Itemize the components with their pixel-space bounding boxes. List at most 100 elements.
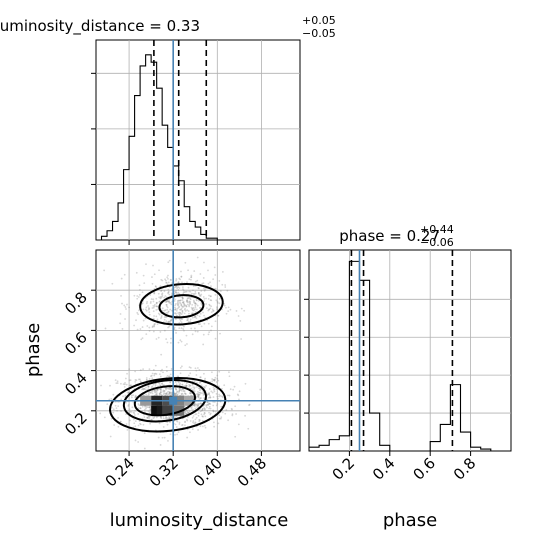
scatter-point bbox=[142, 368, 144, 371]
scatter-point bbox=[143, 408, 146, 411]
scatter-point bbox=[153, 325, 156, 328]
scatter-point bbox=[167, 439, 169, 442]
scatter-point bbox=[167, 274, 169, 277]
scatter-point bbox=[200, 293, 203, 296]
scatter-point bbox=[196, 404, 199, 406]
scatter-point bbox=[150, 298, 153, 300]
scatter-point bbox=[168, 391, 171, 394]
scatter-point bbox=[197, 412, 200, 414]
scatter-point bbox=[210, 295, 212, 298]
scatter-point bbox=[176, 420, 179, 423]
scatter-point bbox=[163, 436, 166, 439]
scatter-point bbox=[141, 302, 144, 305]
scatter-point bbox=[187, 269, 189, 272]
scatter-point bbox=[208, 393, 210, 396]
scatter-point bbox=[194, 407, 197, 410]
scatter-point bbox=[224, 286, 227, 288]
scatter-point bbox=[212, 410, 215, 413]
scatter-point bbox=[235, 310, 238, 312]
scatter-point bbox=[188, 301, 190, 304]
scatter-point bbox=[137, 378, 140, 381]
scatter-point bbox=[178, 318, 181, 321]
scatter-point bbox=[167, 321, 170, 324]
scatter-point bbox=[160, 289, 163, 292]
x-tick-label: 0.32 bbox=[146, 454, 182, 490]
scatter-point bbox=[117, 405, 120, 408]
scatter-point bbox=[198, 403, 201, 405]
scatter-point bbox=[194, 306, 197, 309]
scatter-point bbox=[199, 391, 202, 394]
scatter-point bbox=[205, 307, 208, 310]
scatter-point bbox=[200, 392, 203, 395]
scatter-point bbox=[143, 387, 146, 390]
scatter-point bbox=[138, 420, 141, 423]
scatter-point bbox=[194, 367, 197, 370]
scatter-point bbox=[191, 406, 193, 408]
scatter-point bbox=[138, 293, 141, 296]
scatter-point bbox=[129, 410, 132, 413]
scatter-point bbox=[182, 328, 185, 330]
scatter-point bbox=[135, 379, 138, 382]
scatter-point bbox=[174, 308, 177, 311]
scatter-point bbox=[167, 281, 170, 284]
scatter-point bbox=[174, 392, 177, 395]
scatter-point bbox=[192, 386, 195, 388]
scatter-point bbox=[175, 387, 177, 390]
scatter-point bbox=[195, 413, 198, 415]
scatter-point bbox=[174, 381, 177, 383]
scatter-point bbox=[139, 378, 141, 381]
scatter-point bbox=[158, 393, 161, 396]
scatter-point bbox=[183, 411, 186, 414]
scatter-point bbox=[183, 291, 186, 293]
scatter-point bbox=[194, 413, 197, 416]
scatter-point bbox=[178, 327, 181, 330]
scatter-point bbox=[248, 403, 251, 406]
scatter-point bbox=[197, 395, 200, 398]
scatter-point bbox=[138, 284, 141, 287]
scatter-point bbox=[161, 368, 163, 371]
scatter-point bbox=[178, 387, 181, 390]
scatter-point bbox=[207, 333, 210, 336]
scatter-point bbox=[168, 375, 170, 378]
scatter-point bbox=[109, 384, 111, 387]
scatter-point bbox=[167, 320, 170, 323]
scatter-point bbox=[112, 393, 115, 396]
scatter-point bbox=[104, 327, 107, 330]
scatter-point bbox=[155, 302, 158, 305]
scatter-point bbox=[137, 424, 140, 427]
scatter-point bbox=[208, 294, 210, 297]
scatter-point bbox=[169, 433, 172, 436]
scatter-point bbox=[169, 301, 172, 304]
scatter-point bbox=[178, 313, 181, 316]
scatter-point bbox=[212, 310, 214, 312]
scatter-point bbox=[208, 308, 210, 311]
scatter-point bbox=[154, 372, 157, 375]
scatter-point bbox=[208, 402, 211, 405]
y-tick-label: 0.8 bbox=[61, 288, 91, 318]
scatter-point bbox=[139, 423, 142, 426]
scatter-point bbox=[154, 323, 156, 325]
scatter-point bbox=[206, 406, 208, 409]
scatter-point bbox=[207, 403, 210, 405]
scatter-point bbox=[181, 424, 183, 427]
scatter-point bbox=[174, 386, 177, 389]
scatter-point bbox=[189, 384, 192, 387]
scatter-point bbox=[187, 286, 190, 289]
scatter-point bbox=[147, 307, 150, 309]
scatter-point bbox=[208, 411, 210, 414]
scatter-point bbox=[181, 388, 184, 390]
scatter-point bbox=[224, 284, 227, 286]
scatter-point bbox=[158, 313, 161, 316]
scatter-point bbox=[196, 304, 199, 307]
scatter-point bbox=[145, 309, 148, 312]
scatter-point bbox=[212, 386, 215, 389]
scatter-point bbox=[149, 422, 151, 425]
scatter-point bbox=[155, 305, 158, 308]
scatter-point bbox=[161, 382, 164, 385]
scatter-point bbox=[194, 302, 197, 304]
scatter-point bbox=[174, 433, 176, 436]
phase-title: phase = 0.27 bbox=[339, 227, 440, 245]
scatter-point bbox=[165, 281, 168, 284]
scatter-point bbox=[187, 412, 189, 414]
scatter-point bbox=[206, 403, 209, 406]
